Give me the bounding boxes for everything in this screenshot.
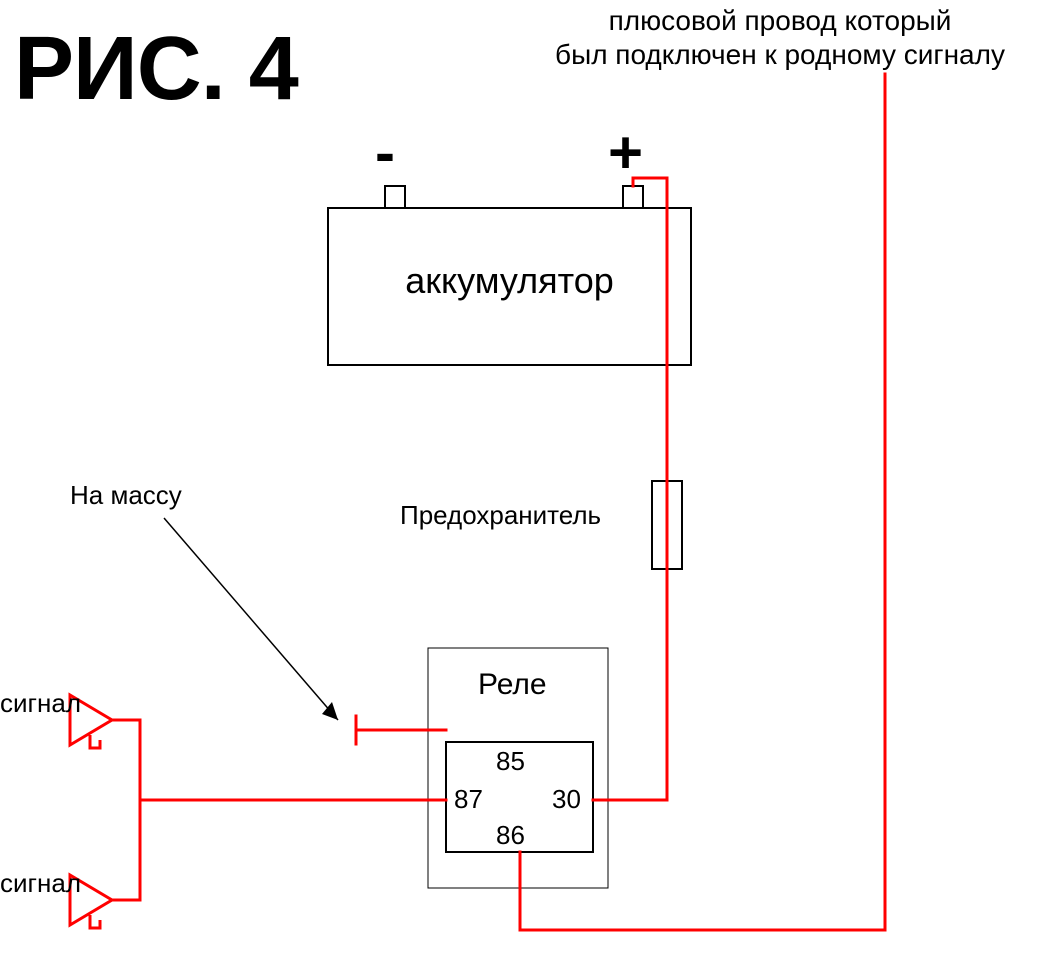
ground-label: На массу (70, 480, 182, 511)
battery-minus-sign: - (375, 118, 395, 187)
relay-pin-30: 30 (552, 784, 581, 815)
arrow-ground-line (164, 518, 338, 720)
signal-label-2: сигнал (0, 868, 81, 899)
wire-fuse-to-relay30 (593, 569, 667, 800)
horn1-bracket (90, 735, 100, 748)
horn2-bracket (90, 915, 100, 928)
battery-label: аккумулятор (328, 260, 691, 302)
header-text: плюсовой провод который был подключен к … (510, 4, 1050, 71)
battery-terminal-plus (623, 186, 643, 208)
signal-label-1: сигнал (0, 688, 81, 719)
relay-label: Реле (478, 668, 547, 702)
relay-pin-87: 87 (454, 784, 483, 815)
relay-pin-86: 86 (496, 820, 525, 851)
fuse-label: Предохранитель (400, 500, 601, 531)
wire-junction-to-horn2 (112, 800, 140, 900)
battery-plus-sign: + (608, 118, 643, 187)
wire-junction-to-horn1 (112, 720, 140, 800)
diagram-canvas: РИС. 4 плюсовой провод который был подкл… (0, 0, 1055, 973)
wire-plus-to-fuse (633, 178, 667, 481)
figure-title: РИС. 4 (14, 18, 298, 121)
relay-pin-85: 85 (496, 746, 525, 777)
battery-terminal-minus (385, 186, 405, 208)
